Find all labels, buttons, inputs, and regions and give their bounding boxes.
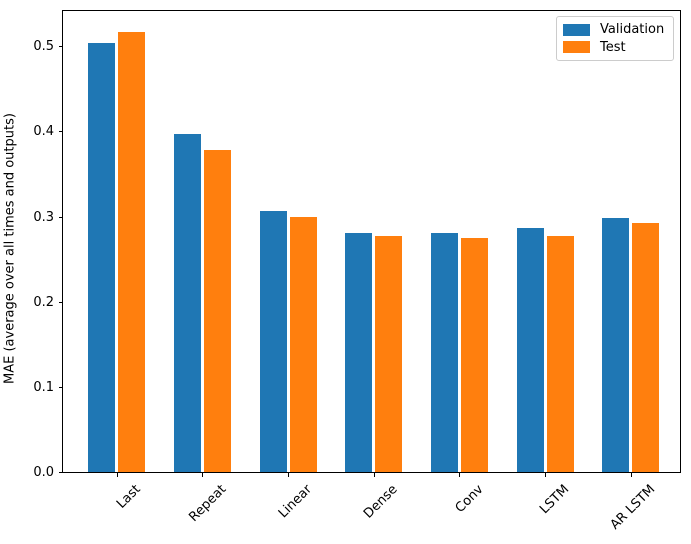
y-tick-label-0.3: 0.3 bbox=[33, 209, 54, 225]
legend-label-test: Test bbox=[600, 39, 626, 55]
x-tick-mark-repeat bbox=[202, 472, 204, 477]
bar-test-lstm bbox=[546, 235, 574, 473]
y-tick-mark-0.4 bbox=[58, 131, 63, 133]
y-tick-label-0.4: 0.4 bbox=[33, 124, 54, 140]
legend-label-validation: Validation bbox=[600, 22, 665, 38]
x-tick-label-last: Last bbox=[114, 481, 144, 512]
y-tick-label-0.2: 0.2 bbox=[33, 294, 54, 310]
bar-validation-ar-lstm bbox=[602, 217, 630, 473]
validation-swatch bbox=[563, 23, 590, 36]
bar-validation-linear bbox=[259, 211, 287, 473]
bar-validation-dense bbox=[345, 233, 373, 473]
y-tick-mark-0.2 bbox=[58, 301, 63, 303]
y-tick-label-0.5: 0.5 bbox=[33, 39, 54, 55]
y-tick-mark-0.5 bbox=[58, 46, 63, 48]
x-tick-label-dense: Dense bbox=[361, 481, 401, 522]
x-tick-mark-conv bbox=[459, 472, 461, 477]
y-tick-mark-0.1 bbox=[58, 386, 63, 388]
legend-item-validation: Validation bbox=[563, 22, 665, 37]
y-tick-mark-0.3 bbox=[58, 216, 63, 218]
legend-item-test: Test bbox=[563, 40, 665, 55]
x-tick-mark-dense bbox=[373, 472, 375, 477]
bar-test-last bbox=[118, 32, 146, 473]
legend: Validation Test bbox=[556, 16, 674, 61]
bar-test-linear bbox=[289, 217, 317, 473]
bar-validation-repeat bbox=[173, 134, 201, 473]
x-tick-label-repeat: Repeat bbox=[186, 481, 230, 525]
test-swatch bbox=[563, 41, 590, 54]
x-tick-label-ar-lstm: AR LSTM bbox=[607, 481, 658, 533]
y-tick-label-0.1: 0.1 bbox=[33, 379, 54, 395]
bar-test-conv bbox=[460, 237, 488, 473]
bar-test-ar-lstm bbox=[632, 223, 660, 473]
y-tick-mark-0.0 bbox=[58, 472, 63, 474]
x-tick-mark-lstm bbox=[545, 472, 547, 477]
x-tick-mark-linear bbox=[288, 472, 290, 477]
x-tick-label-conv: Conv bbox=[452, 481, 487, 516]
x-tick-label-lstm: LSTM bbox=[537, 481, 573, 517]
bar-validation-conv bbox=[430, 233, 458, 473]
x-tick-mark-last bbox=[116, 472, 118, 477]
x-tick-label-linear: Linear bbox=[276, 481, 316, 521]
y-tick-label-0.0: 0.0 bbox=[33, 465, 54, 481]
bar-validation-last bbox=[88, 43, 116, 473]
bar-validation-lstm bbox=[516, 228, 544, 473]
bar-test-repeat bbox=[203, 149, 231, 473]
x-tick-mark-ar-lstm bbox=[630, 472, 632, 477]
bar-test-dense bbox=[375, 235, 403, 473]
